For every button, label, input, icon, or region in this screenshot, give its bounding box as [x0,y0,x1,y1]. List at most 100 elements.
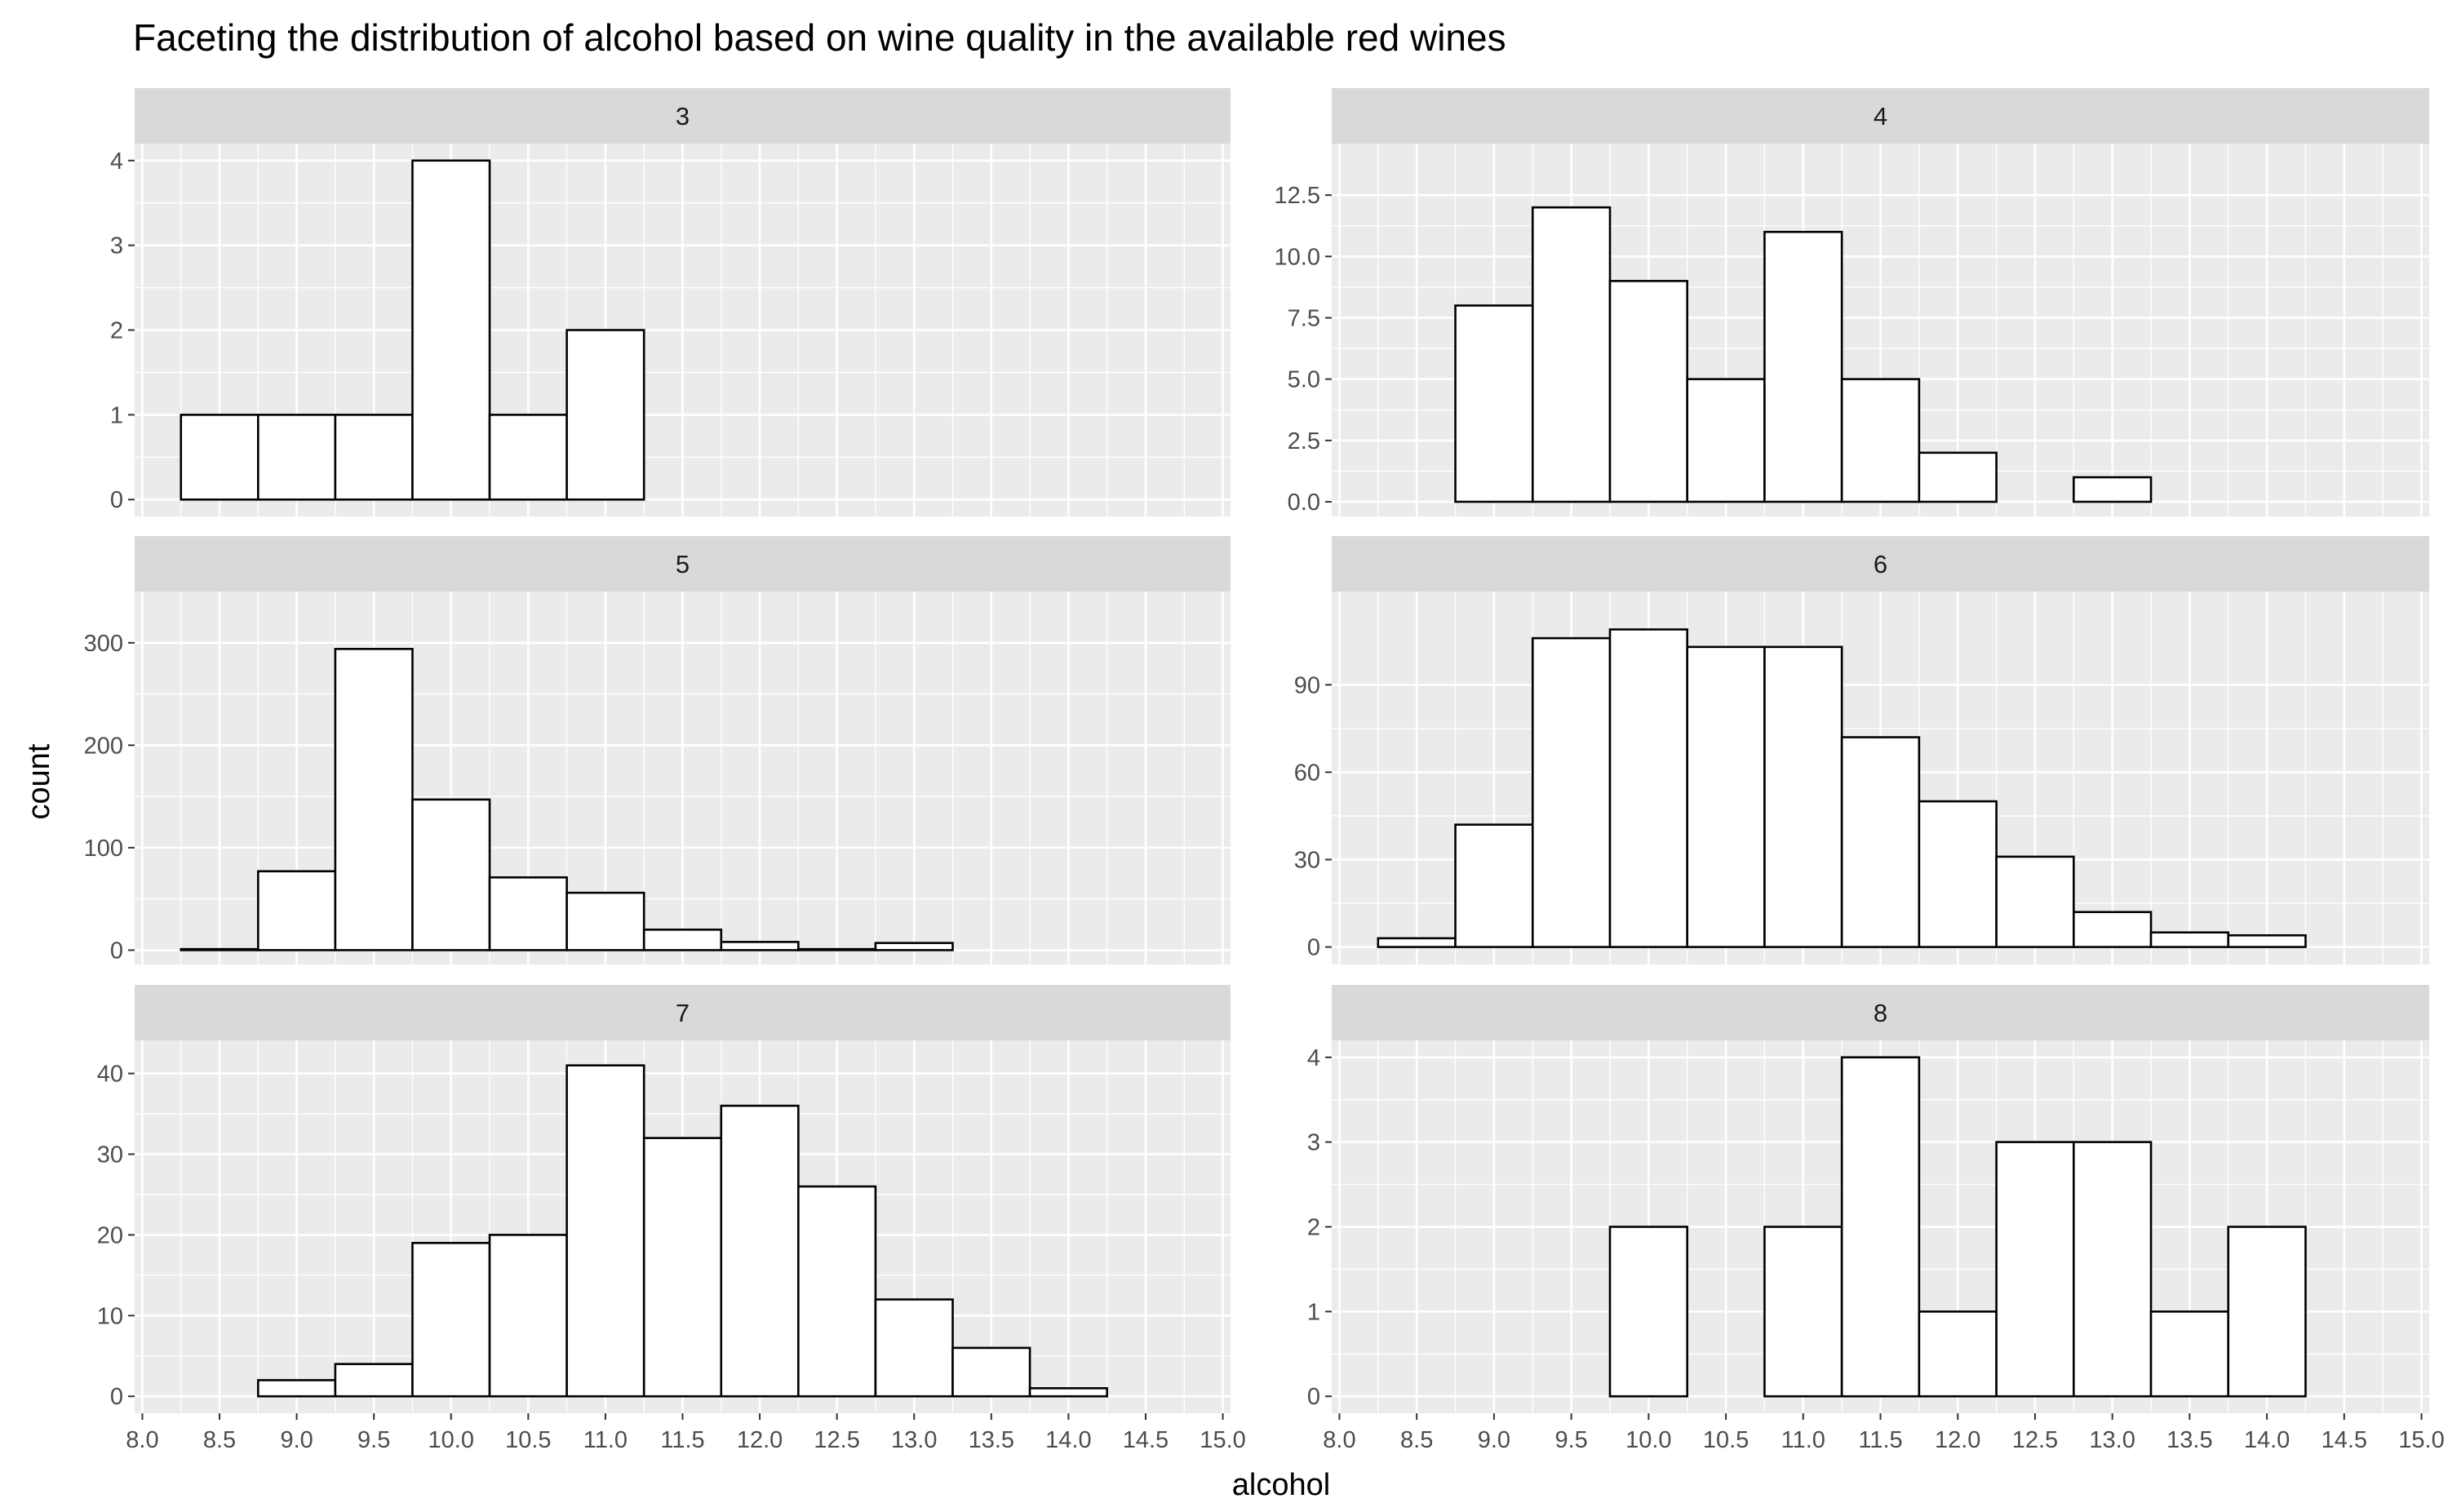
x-tick-label: 10.0 [1625,1427,1671,1453]
y-tick-label: 2.5 [1288,428,1320,454]
x-tick-label: 13.0 [891,1427,937,1453]
histogram-bar [565,329,645,501]
histogram-bar [720,941,800,951]
histogram-bar [180,947,259,951]
histogram-bar [797,1185,877,1398]
chart-title: Faceting the distribution of alcohol bas… [133,16,1506,59]
histogram-bar [1608,628,1689,948]
y-tick-label: 2 [1307,1215,1320,1241]
histogram-bar [565,891,645,951]
y-axis-title: count [22,743,56,819]
histogram-bar [1454,304,1534,503]
histogram-bar [1840,736,1921,948]
y-tick-label: 4 [110,149,123,175]
histogram-bar [1995,855,2075,948]
x-tick-label: 13.0 [2089,1427,2135,1453]
x-tick-label: 13.5 [2166,1427,2212,1453]
histogram-bar [488,414,568,501]
facet-strip-label: 3 [676,102,690,131]
histogram-bar [180,414,259,501]
histogram-bar [1377,937,1457,948]
histogram-bar [1686,378,1766,503]
x-tick-label: 12.0 [1935,1427,1980,1453]
x-tick-label: 8.5 [1400,1427,1433,1453]
y-tick-label: 40 [97,1062,123,1088]
y-tick-label: 12.5 [1275,183,1320,209]
x-tick-label: 13.5 [969,1427,1014,1453]
histogram-bar [642,1137,723,1398]
histogram-bar [1995,1141,2075,1398]
y-tick-label: 0 [110,487,123,513]
histogram-bar [1763,1226,1843,1398]
facet-strip [135,985,1231,1040]
x-tick-label: 9.5 [357,1427,390,1453]
y-tick-label: 0 [110,1384,123,1410]
y-tick-label: 30 [97,1142,123,1168]
x-tick-label: 12.0 [737,1427,783,1453]
facet-panel-5: 5 0 100 200 300 [84,536,1231,964]
facet-strip-label: 5 [676,550,690,579]
x-tick-label: 14.0 [1045,1427,1091,1453]
y-tick-label: 3 [110,233,123,259]
histogram-bar [1918,1310,1998,1398]
histogram-bar [334,414,414,501]
x-tick-label: 11.0 [583,1427,628,1453]
histogram-bar [411,1241,491,1398]
histogram-bar [1840,1056,1921,1398]
facet-strip [135,88,1231,144]
histogram-bar [1918,800,1998,948]
y-tick-label: 3 [1307,1130,1320,1156]
y-tick-label: 5.0 [1288,367,1320,393]
facet-panel-8: 8 0 1 2 3 4 8.0 8.5 9.0 9.5 10.0 10.5 11.0 11.5 12.0 12… [1307,985,2445,1453]
facet-panel-7: 7 0 10 20 30 40 8.0 8.5 9.0 9.5 10.0 10.5 11.0 11.5 12… [97,985,1246,1453]
facet-strip [1332,88,2429,144]
histogram-bar [1608,1226,1689,1398]
facet-strip-label: 8 [1874,999,1887,1027]
histogram-bar [334,648,414,951]
histogram-bar [1918,451,1998,503]
y-tick-label: 0 [1307,935,1320,961]
histogram-bar [797,947,877,951]
y-tick-label: 20 [97,1222,123,1248]
histogram-bar [257,1379,337,1398]
x-tick-label: 14.5 [2322,1427,2367,1453]
histogram-bar [2227,1226,2307,1398]
histogram-bar [2072,911,2153,948]
x-tick-label: 8.0 [126,1427,158,1453]
x-tick-label: 9.5 [1554,1427,1587,1453]
x-tick-label: 15.0 [2398,1427,2444,1453]
histogram-bar [2072,476,2153,503]
histogram-bar [2227,933,2307,948]
histogram-bar [1686,645,1766,948]
x-tick-label: 11.0 [1781,1427,1825,1453]
y-tick-label: 1 [1307,1299,1320,1325]
histogram-bar [488,876,568,951]
histogram-bar [1763,645,1843,948]
histogram-bar [334,1363,414,1398]
histogram-bar [2072,1141,2153,1398]
y-tick-label: 1 [110,402,123,428]
histogram-bar [257,414,337,501]
facet-strip [1332,985,2429,1040]
x-tick-label: 8.5 [203,1427,236,1453]
x-axis-title: alcohol [1232,1468,1330,1502]
facet-strip [1332,536,2429,592]
facet-panel-3: 3 0 1 2 3 4 [110,88,1231,517]
histogram-bar [1840,378,1921,503]
histogram-bar [951,1346,1031,1398]
y-tick-label: 10.0 [1275,244,1320,270]
histogram-bar [1531,636,1612,948]
y-tick-label: 100 [84,836,123,862]
y-tick-label: 2 [110,318,123,344]
histogram-bar [1763,230,1843,503]
y-tick-label: 7.5 [1288,305,1320,331]
x-tick-label: 11.5 [660,1427,704,1453]
x-tick-label: 12.5 [2012,1427,2058,1453]
histogram-bar [411,159,491,501]
x-tick-label: 10.5 [505,1427,551,1453]
histogram-bar [874,942,954,951]
x-tick-label: 14.0 [2244,1427,2290,1453]
x-tick-label: 8.0 [1323,1427,1355,1453]
